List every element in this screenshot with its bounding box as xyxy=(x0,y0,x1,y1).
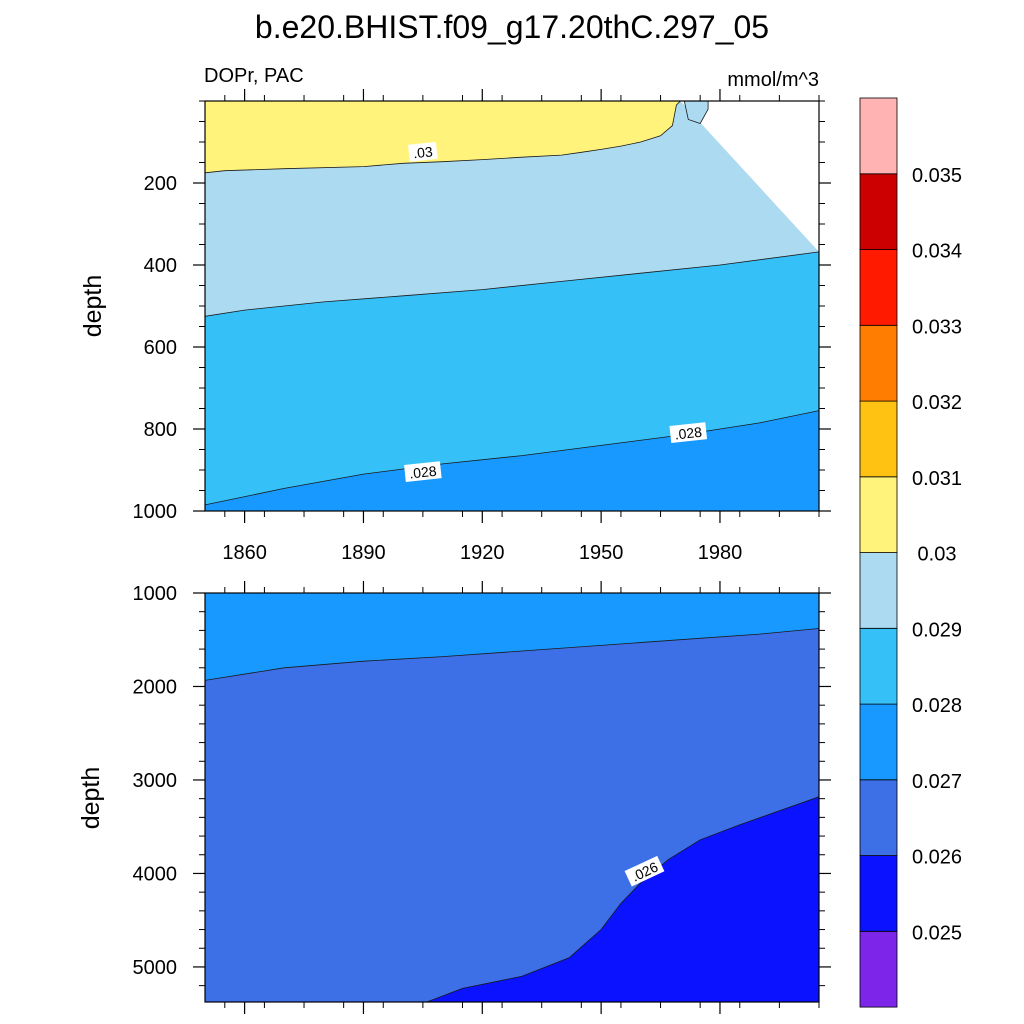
upper-band-0.028-0.029 xyxy=(205,251,819,505)
x-tick-label-1890: 1890 xyxy=(341,542,386,564)
contour-label-030-bg xyxy=(408,141,438,162)
chart-title: b.e20.BHIST.f09_g17.20thC.297_05 xyxy=(255,9,769,45)
colorbar-label-4: 0.029 xyxy=(912,619,962,641)
upper-panel: .03 .028 .028 1860 1890 1920 1950 1980 200 400 60… xyxy=(79,89,831,564)
lower-plot-frame xyxy=(204,592,820,1003)
contour-line-0029-2 xyxy=(205,251,819,317)
lower-band-0.025-0.026 xyxy=(426,796,819,1002)
colorbar-swatch-1 xyxy=(859,855,898,932)
contour-label-026-bg xyxy=(624,855,665,887)
colorbar-label-1: 0.026 xyxy=(912,847,962,869)
lower-band-0.027-0.028 xyxy=(205,593,819,681)
colorbar-swatch-11 xyxy=(859,97,898,175)
contour-label-028-right: .028 xyxy=(669,422,708,443)
colorbar-label-5: 0.03 xyxy=(918,544,957,566)
field-region-label: DOPr, PAC xyxy=(204,65,304,87)
contour-line-003-0 xyxy=(205,101,681,174)
upper-y-axis-label: depth xyxy=(79,275,107,338)
contour-label-028-left-text: .028 xyxy=(409,463,438,482)
colorbar-swatch-8 xyxy=(859,324,898,402)
x-tick-label-1920: 1920 xyxy=(460,542,505,564)
y-tick-label-200: 200 xyxy=(144,173,177,195)
colorbar-label-9: 0.034 xyxy=(912,241,962,263)
x-tick-label-1860: 1860 xyxy=(222,542,267,564)
x-tick-label-1950: 1950 xyxy=(579,542,624,564)
contour-label-028-right-bg xyxy=(669,422,708,443)
y-tick-label-3000: 3000 xyxy=(133,770,178,792)
lower-y-axis-label: depth xyxy=(77,767,105,830)
y-tick-label-800: 800 xyxy=(144,419,177,441)
colorbar-label-10: 0.035 xyxy=(912,165,962,187)
contour-line-0027-0 xyxy=(205,628,819,681)
y-tick-label-600: 600 xyxy=(144,337,177,359)
colorbar-label-2: 0.027 xyxy=(912,771,962,793)
colorbar-swatch-2 xyxy=(859,779,898,856)
upper-band-0.029-0.030 xyxy=(205,101,819,317)
lower-panel: .026 1000 2000 3000 4000 5000 depth xyxy=(77,581,831,1014)
contour-line-0028-3 xyxy=(205,410,819,506)
contour-line-003-1 xyxy=(683,101,709,124)
colorbar-label-6: 0.031 xyxy=(912,468,962,490)
colorbar-swatch-4 xyxy=(859,627,898,705)
colorbar-swatch-9 xyxy=(859,249,898,326)
contour-label-028-right-text: .028 xyxy=(674,424,703,443)
colorbar-swatch-10 xyxy=(859,173,898,251)
y-tick-label-1000: 1000 xyxy=(133,583,178,605)
contour-line-0026-1 xyxy=(426,796,819,1002)
colorbar-label-8: 0.033 xyxy=(912,316,962,338)
y-tick-label-1000: 1000 xyxy=(133,501,178,523)
colorbar-swatch-3 xyxy=(859,703,898,781)
contour-label-030-text: .03 xyxy=(412,143,433,161)
colorbar-swatch-6 xyxy=(859,476,898,553)
colorbar-swatch-5 xyxy=(859,552,898,629)
y-tick-label-400: 400 xyxy=(144,255,177,277)
y-tick-label-2000: 2000 xyxy=(133,676,178,698)
upper-band-0.027-0.028 xyxy=(205,410,819,511)
x-tick-label-1980: 1980 xyxy=(698,542,743,564)
colorbar-swatch-0 xyxy=(859,930,898,1008)
colorbar-label-3: 0.028 xyxy=(912,695,962,717)
upper-band-0.029-0.030-notch xyxy=(684,101,709,124)
y-tick-label-4000: 4000 xyxy=(133,863,178,885)
colorbar: 0.025 0.026 0.027 0.028 0.029 0.03 0.031 0.032 0… xyxy=(859,97,962,1008)
contour-label-028-left-bg xyxy=(404,461,442,482)
contour-label-026: .026 xyxy=(624,855,665,887)
units-label: mmol/m^3 xyxy=(727,69,819,91)
contour-label-030: .03 xyxy=(408,141,438,162)
colorbar-label-7: 0.032 xyxy=(912,392,962,414)
colorbar-label-0: 0.025 xyxy=(912,922,962,944)
contour-label-028-left: .028 xyxy=(404,461,442,482)
y-tick-label-5000: 5000 xyxy=(133,957,178,979)
colorbar-swatch-7 xyxy=(859,400,898,478)
